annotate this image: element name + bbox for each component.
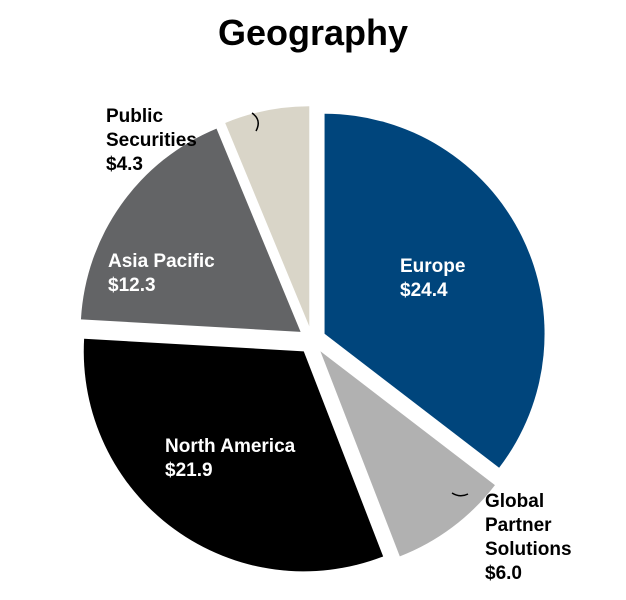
label-gps-name-2: Partner: [485, 515, 552, 536]
label-gps-value: $6.0: [485, 563, 522, 584]
leader-line-global-partner-solutions: [451, 492, 469, 497]
label-ps-name-1: Public: [106, 106, 164, 127]
label-north-america: North America $21.9: [165, 435, 295, 483]
label-ps-name-2: Securities: [106, 130, 197, 151]
label-asia-pacific: Asia Pacific $12.3: [108, 250, 215, 298]
pie-slice-north-america: [83, 338, 384, 572]
pie-slice-global-partner-solutions: [320, 351, 495, 557]
leader-line-public-securities: [251, 112, 259, 132]
label-ap-value: $12.3: [108, 275, 156, 296]
label-europe-name: Europe: [400, 256, 466, 277]
chart-title: Geography: [217, 12, 409, 53]
label-gps-name-1: Global: [485, 491, 545, 512]
label-europe-value: $24.4: [400, 280, 448, 301]
label-na-value: $21.9: [165, 460, 213, 481]
label-ap-name: Asia Pacific: [108, 251, 215, 272]
label-public-securities: Public Securities $4.3: [106, 105, 197, 177]
label-global-partner-solutions: Global Partner Solutions $6.0: [485, 490, 572, 586]
label-ps-value: $4.3: [106, 154, 143, 175]
label-gps-name-3: Solutions: [485, 539, 572, 560]
label-europe: Europe $24.4: [400, 255, 465, 303]
pie-slice-europe: [324, 113, 545, 468]
label-na-name: North America: [165, 436, 296, 457]
pie-slice-asia-pacific: [80, 128, 301, 332]
pie-slice-public-securities: [225, 106, 310, 327]
